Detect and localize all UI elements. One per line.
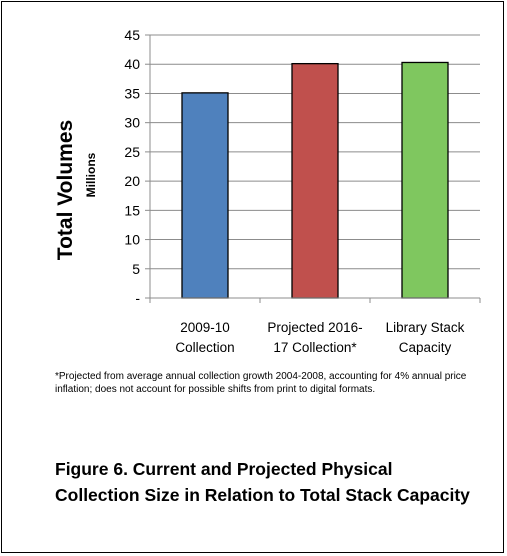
- x-tick-label: 2009-10: [180, 320, 230, 335]
- y-tick-label: -: [135, 290, 140, 306]
- y-axis-title: Total Volumes: [54, 120, 77, 260]
- x-tick-label: Capacity: [399, 340, 452, 355]
- y-tick-label: 30: [124, 115, 140, 131]
- bars: [181, 61, 449, 299]
- x-tick-label: Collection: [175, 340, 234, 355]
- y-tick-label: 40: [124, 56, 140, 72]
- y-tick-label: 20: [124, 173, 140, 189]
- y-tick-label: 5: [132, 261, 140, 277]
- x-tick-label: 17 Collection*: [273, 340, 357, 355]
- y-axis-ticks: - 5 10 15 20 25 30 35 40 45: [124, 27, 150, 306]
- y-tick-label: 35: [124, 85, 140, 101]
- footnote: *Projected from average annual collectio…: [55, 371, 467, 395]
- figure-caption: Figure 6. Current and Projected Physical…: [55, 459, 470, 505]
- bar: [291, 62, 339, 299]
- y-axis-unit: Millions: [84, 152, 98, 197]
- x-tick-label: Library Stack: [386, 320, 465, 335]
- y-tick-label: 45: [124, 27, 140, 43]
- x-tick-label: Projected 2016-: [267, 320, 362, 335]
- y-tick-label: 10: [124, 232, 140, 248]
- y-tick-label: 15: [124, 202, 140, 218]
- x-axis-labels: 2009-10 Collection Projected 2016- 17 Colle…: [175, 320, 464, 355]
- axes: [149, 35, 481, 303]
- bar: [401, 61, 449, 299]
- bar: [181, 92, 229, 299]
- y-tick-label: 25: [124, 144, 140, 160]
- bar-chart: - 5 10 15 20 25 30 35 40 45 2009-10 Collection Proj…: [54, 27, 481, 355]
